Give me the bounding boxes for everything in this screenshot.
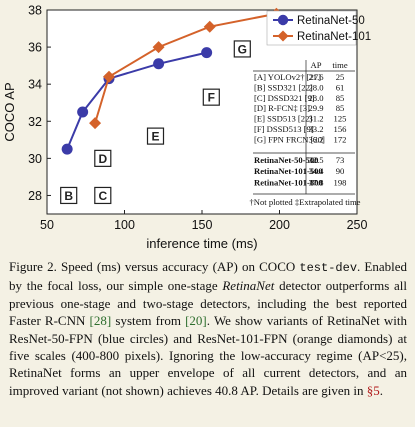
table-ap: 29.9	[308, 103, 323, 113]
retinanet-101-point	[103, 70, 115, 83]
detector-label-e: E	[151, 130, 159, 144]
caption-code: test-dev	[299, 261, 358, 275]
speed-accuracy-chart: 50 100 150 200 250 28 30 32 34 36 38 B C D E F G infere…	[2, 4, 371, 252]
table-ap: 28.0	[308, 82, 323, 92]
table-background	[251, 58, 356, 210]
x-tick-label: 150	[192, 218, 213, 232]
table-time: 85	[336, 103, 345, 113]
x-tick-label: 200	[269, 218, 290, 232]
y-tick-label: 30	[28, 152, 42, 166]
retinanet-50-point	[153, 58, 165, 70]
table-time: 156	[334, 124, 348, 134]
table-ap: 36.2	[308, 134, 323, 144]
axis-ticks: 50 100 150 200 250 28 30 32 34 36 38	[28, 4, 367, 233]
table-ap: 32.5	[308, 155, 323, 165]
y-tick-label: 36	[28, 41, 42, 55]
table-rows: [A] YOLOv2† [27]21.6 25 [B] SSD321 [22]28.…	[254, 72, 347, 187]
legend-marker-retinanet-101	[277, 30, 289, 42]
caption-text-3: detector outperforms all previous one-st…	[9, 278, 407, 329]
retinanet-101-point	[89, 117, 102, 130]
legend-label-retinanet-50: RetinaNet-50	[297, 15, 365, 27]
detector-label-c: C	[98, 189, 107, 203]
table-time: 198	[334, 177, 347, 187]
caption-text-4: system from	[111, 313, 186, 329]
detector-box-b	[60, 186, 78, 205]
legend: RetinaNet-50 RetinaNet-101	[266, 10, 371, 46]
table-method-bold: RetinaNet-50-500	[254, 155, 318, 165]
legend-label-retinanet-101: RetinaNet-101	[297, 31, 371, 43]
table-header-ap: AP	[311, 60, 322, 70]
retinanet-101-point	[203, 20, 216, 33]
legend-marker-retinanet-50	[277, 14, 289, 26]
table-time: 61	[336, 82, 345, 92]
figure-caption: Figure 2. Speed (ms) versus accuracy (AP…	[9, 258, 407, 399]
table-time: 73	[336, 155, 345, 165]
caption-text-2: . Enabled by the focal loss, our simple …	[9, 259, 408, 294]
retinanet-101-point	[152, 41, 165, 54]
caption-text-1: Speed (ms) versus accuracy (AP) on COCO	[56, 259, 300, 274]
table-method-bold: RetinaNet-101-800	[254, 177, 323, 187]
table-time: 125	[334, 114, 347, 124]
retinanet-50-point	[77, 106, 89, 118]
table-time: 85	[336, 93, 345, 103]
table-method: [D] R-FCN‡ [3]	[254, 103, 310, 113]
table-header-time: time	[332, 60, 347, 70]
detector-box-g	[233, 40, 251, 58]
detector-label-f: F	[208, 91, 215, 105]
y-tick-label: 34	[28, 78, 42, 92]
y-tick-label: 38	[28, 4, 42, 18]
y-tick-label: 32	[28, 115, 42, 129]
x-tick-label: 250	[347, 218, 368, 232]
x-axis-label: inference time (ms)	[146, 236, 257, 251]
x-tick-label: 50	[40, 218, 54, 232]
detector-box-c	[94, 186, 112, 205]
table-footnote: †Not plotted ‡Extrapolated time	[250, 197, 361, 207]
caption-text-5: . We show variants of RetinaNet with Res…	[9, 313, 407, 398]
detector-box-e	[146, 127, 165, 145]
table-ap: 37.8	[308, 177, 323, 187]
table-method: [G] FPN FRCN [20]	[254, 134, 325, 144]
detector-label-d: D	[98, 152, 107, 166]
table-time: 90	[336, 166, 345, 176]
table-ap: 28.0	[308, 93, 323, 103]
caption-label: Figure 2.	[9, 259, 57, 274]
detector-label-b: B	[64, 189, 73, 203]
table-ap: 31.2	[308, 114, 323, 124]
detector-box-d	[94, 149, 112, 167]
retinanet-50-point	[201, 47, 213, 59]
caption-italic: RetinaNet	[222, 278, 275, 294]
table-method: [F] DSSD513 [9]	[254, 124, 314, 134]
table-ap: 33.2	[308, 124, 323, 134]
caption-ref-28[interactable]: [28]	[89, 313, 112, 329]
table-method: [E] SSD513 [22]	[254, 114, 312, 124]
y-axis-label: COCO AP	[2, 82, 17, 141]
table-method-bold: RetinaNet-101-500	[254, 166, 323, 176]
point-labels: B C D E F G	[60, 40, 251, 205]
table-time: 172	[334, 134, 347, 144]
table-method: [C] DSSD321 [9]	[254, 93, 315, 103]
table-method: [B] SSD321 [22]	[254, 82, 313, 92]
table-time: 25	[336, 72, 345, 82]
detector-label-g: G	[238, 42, 247, 56]
results-table: AP time [A] YOLOv2† [27]21.6 25 [B] SSD321…	[250, 58, 361, 210]
caption-section-link[interactable]: §5	[366, 382, 380, 398]
x-tick-label: 100	[114, 218, 135, 232]
detector-box-f	[202, 88, 220, 106]
table-ap: 21.6	[308, 72, 324, 82]
caption-ref-20[interactable]: [20]	[185, 313, 207, 329]
table-method: [A] YOLOv2† [27]	[254, 72, 321, 82]
caption-text-6: .	[379, 382, 384, 398]
y-tick-label: 28	[28, 189, 42, 203]
table-ap: 34.4	[308, 166, 324, 176]
retinanet-50-point	[61, 143, 73, 155]
